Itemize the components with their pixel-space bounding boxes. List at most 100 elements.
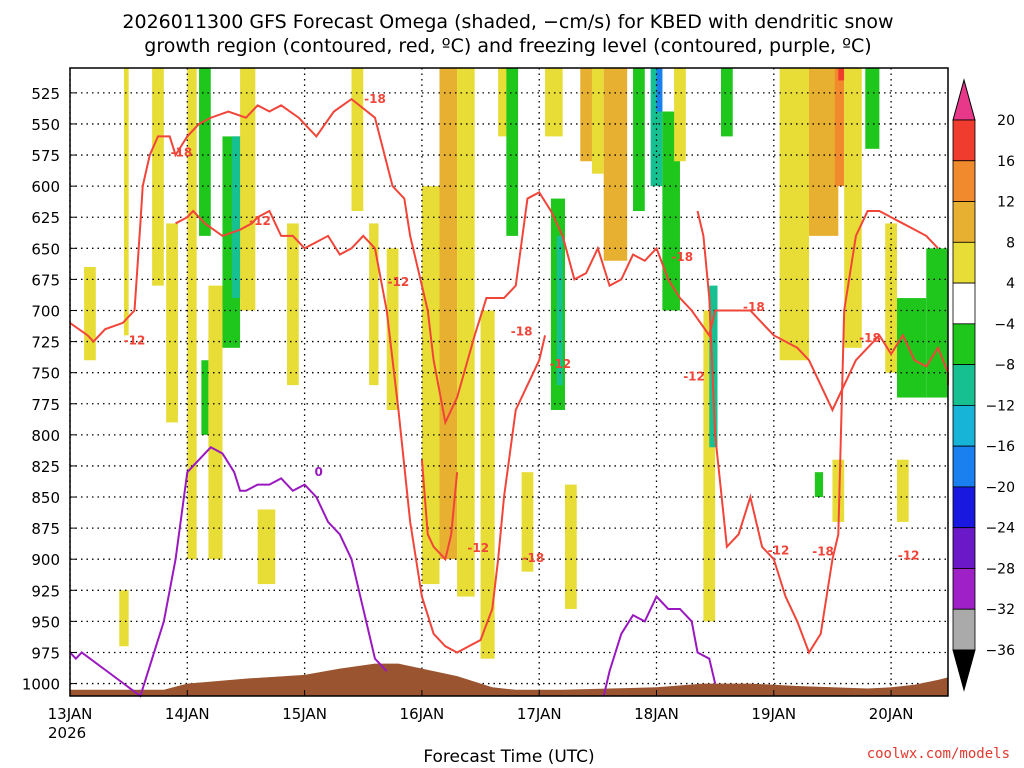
colorbar-swatch-0 (953, 120, 975, 161)
colorbar-label-1: 16 (997, 154, 1015, 170)
colorbar-swatch-5 (953, 324, 975, 365)
y-axis-ticks: 525 550 575 600 625 650 675 700 725 750 775 800 825 8… (22, 85, 76, 694)
colorbar-label-9: −20 (985, 480, 1015, 496)
omega-cell-11 (240, 68, 255, 310)
omega-cell-30 (604, 68, 627, 261)
contour-line-4 (70, 447, 387, 696)
omega-cell-49 (926, 248, 947, 397)
omega-cell-10 (232, 136, 241, 298)
y-tick-label-4: 625 (31, 209, 60, 227)
contour-label-1: -12 (249, 214, 271, 228)
contour-label-15: -12 (898, 548, 920, 562)
omega-cell-6 (199, 68, 211, 236)
contour-label-2: -18 (364, 92, 386, 106)
omega-shading (84, 68, 947, 659)
omega-cell-0 (84, 267, 96, 360)
omega-cell-3 (152, 68, 164, 286)
y-tick-label-2: 575 (31, 147, 60, 165)
omega-cell-1 (119, 590, 128, 646)
contour-label-8: -12 (467, 541, 489, 555)
contour-label-3: -12 (124, 333, 146, 347)
y-tick-label-14: 875 (31, 520, 60, 538)
colorbar-label-5: −4 (994, 317, 1015, 333)
chart-title: 2026011300 GFS Forecast Omega (shaded, −… (122, 11, 893, 57)
colorbar-swatch-1 (953, 161, 975, 202)
colorbar-bottom-arrow (953, 650, 975, 690)
colorbar-swatch-3 (953, 242, 975, 283)
y-tick-label-7: 700 (31, 302, 60, 320)
y-tick-label-18: 975 (31, 644, 60, 662)
x-tick-label-2: 15JAN (282, 705, 327, 723)
colorbar-swatch-12 (953, 609, 975, 650)
colorbar-swatch-4 (953, 283, 975, 324)
omega-cell-48 (897, 298, 926, 397)
omega-cell-19 (457, 68, 475, 597)
y-tick-label-15: 900 (31, 551, 60, 569)
colorbar-label-13: −36 (985, 643, 1015, 659)
omega-cell-5 (187, 68, 196, 559)
contour-label-12: -12 (768, 544, 790, 558)
contour-label-16: 0 (314, 465, 322, 479)
omega-cell-42 (838, 68, 844, 80)
omega-cell-4 (166, 223, 178, 422)
colorbar-label-10: −24 (985, 521, 1015, 537)
y-tick-label-9: 750 (31, 365, 60, 383)
omega-cell-2 (124, 68, 129, 335)
omega-cell-43 (844, 68, 862, 348)
y-tick-label-5: 650 (31, 240, 60, 258)
colorbar-label-6: −8 (994, 358, 1015, 374)
x-tick-label-1: 14JAN (165, 705, 210, 723)
x-tick-label-5: 18JAN (634, 705, 679, 723)
colorbar-swatch-6 (953, 365, 975, 406)
y-tick-label-17: 950 (31, 613, 60, 631)
omega-cell-50 (897, 460, 909, 522)
omega-cell-29 (592, 68, 604, 174)
x-axis-year: 2026 (48, 724, 86, 742)
colorbar-top-arrow (953, 80, 975, 120)
omega-cell-33 (657, 68, 663, 112)
omega-cell-41 (835, 68, 844, 186)
contour-label-14: -18 (859, 331, 881, 345)
omega-cell-28 (580, 68, 592, 161)
colorbar-label-12: −32 (985, 602, 1015, 618)
contour-line-2 (698, 211, 938, 652)
y-tick-label-12: 825 (31, 458, 60, 476)
omega-cell-44 (865, 68, 879, 149)
contour-label-13: -18 (812, 545, 834, 559)
colorbar-label-0: 20 (997, 113, 1015, 129)
x-axis-label: Forecast Time (UTC) (423, 747, 594, 767)
terrain-fill (70, 664, 948, 696)
omega-cell-14 (352, 68, 364, 211)
credit-text: coolwx.com/models (867, 746, 1010, 762)
x-tick-label-7: 20JAN (869, 705, 914, 723)
contour-label-9: -18 (671, 250, 693, 264)
x-tick-label-0: 13JAN (48, 705, 93, 723)
y-tick-label-16: 925 (31, 582, 60, 600)
y-tick-label-0: 525 (31, 85, 60, 103)
colorbar-label-3: 8 (1006, 235, 1015, 251)
omega-cell-17 (422, 186, 440, 584)
omega-cell-12 (258, 509, 276, 584)
x-tick-label-6: 19JAN (751, 705, 796, 723)
colorbar-swatch-2 (953, 202, 975, 243)
omega-cell-18 (439, 68, 457, 559)
colorbar: 20161284−4−8−12−16−20−24−28−32−36 (953, 80, 1015, 690)
y-tick-label-13: 850 (31, 489, 60, 507)
contour-line-5 (604, 597, 715, 696)
contour-label-0: -18 (171, 146, 193, 160)
omega-cell-38 (721, 68, 733, 136)
colorbar-label-4: 4 (1006, 276, 1015, 292)
title-line-1: 2026011300 GFS Forecast Omega (shaded, −… (122, 11, 893, 33)
contour-label-11: -18 (743, 300, 765, 314)
colorbar-label-7: −12 (985, 398, 1015, 414)
omega-cell-47 (885, 223, 897, 372)
colorbar-swatch-9 (953, 487, 975, 528)
y-tick-label-11: 800 (31, 427, 60, 445)
y-tick-label-19: 1000 (22, 676, 60, 694)
colorbar-label-2: 12 (997, 195, 1015, 211)
colorbar-label-11: −28 (985, 561, 1015, 577)
y-tick-label-6: 675 (31, 271, 60, 289)
terrain-layer (70, 664, 948, 696)
omega-cell-8 (208, 286, 222, 560)
